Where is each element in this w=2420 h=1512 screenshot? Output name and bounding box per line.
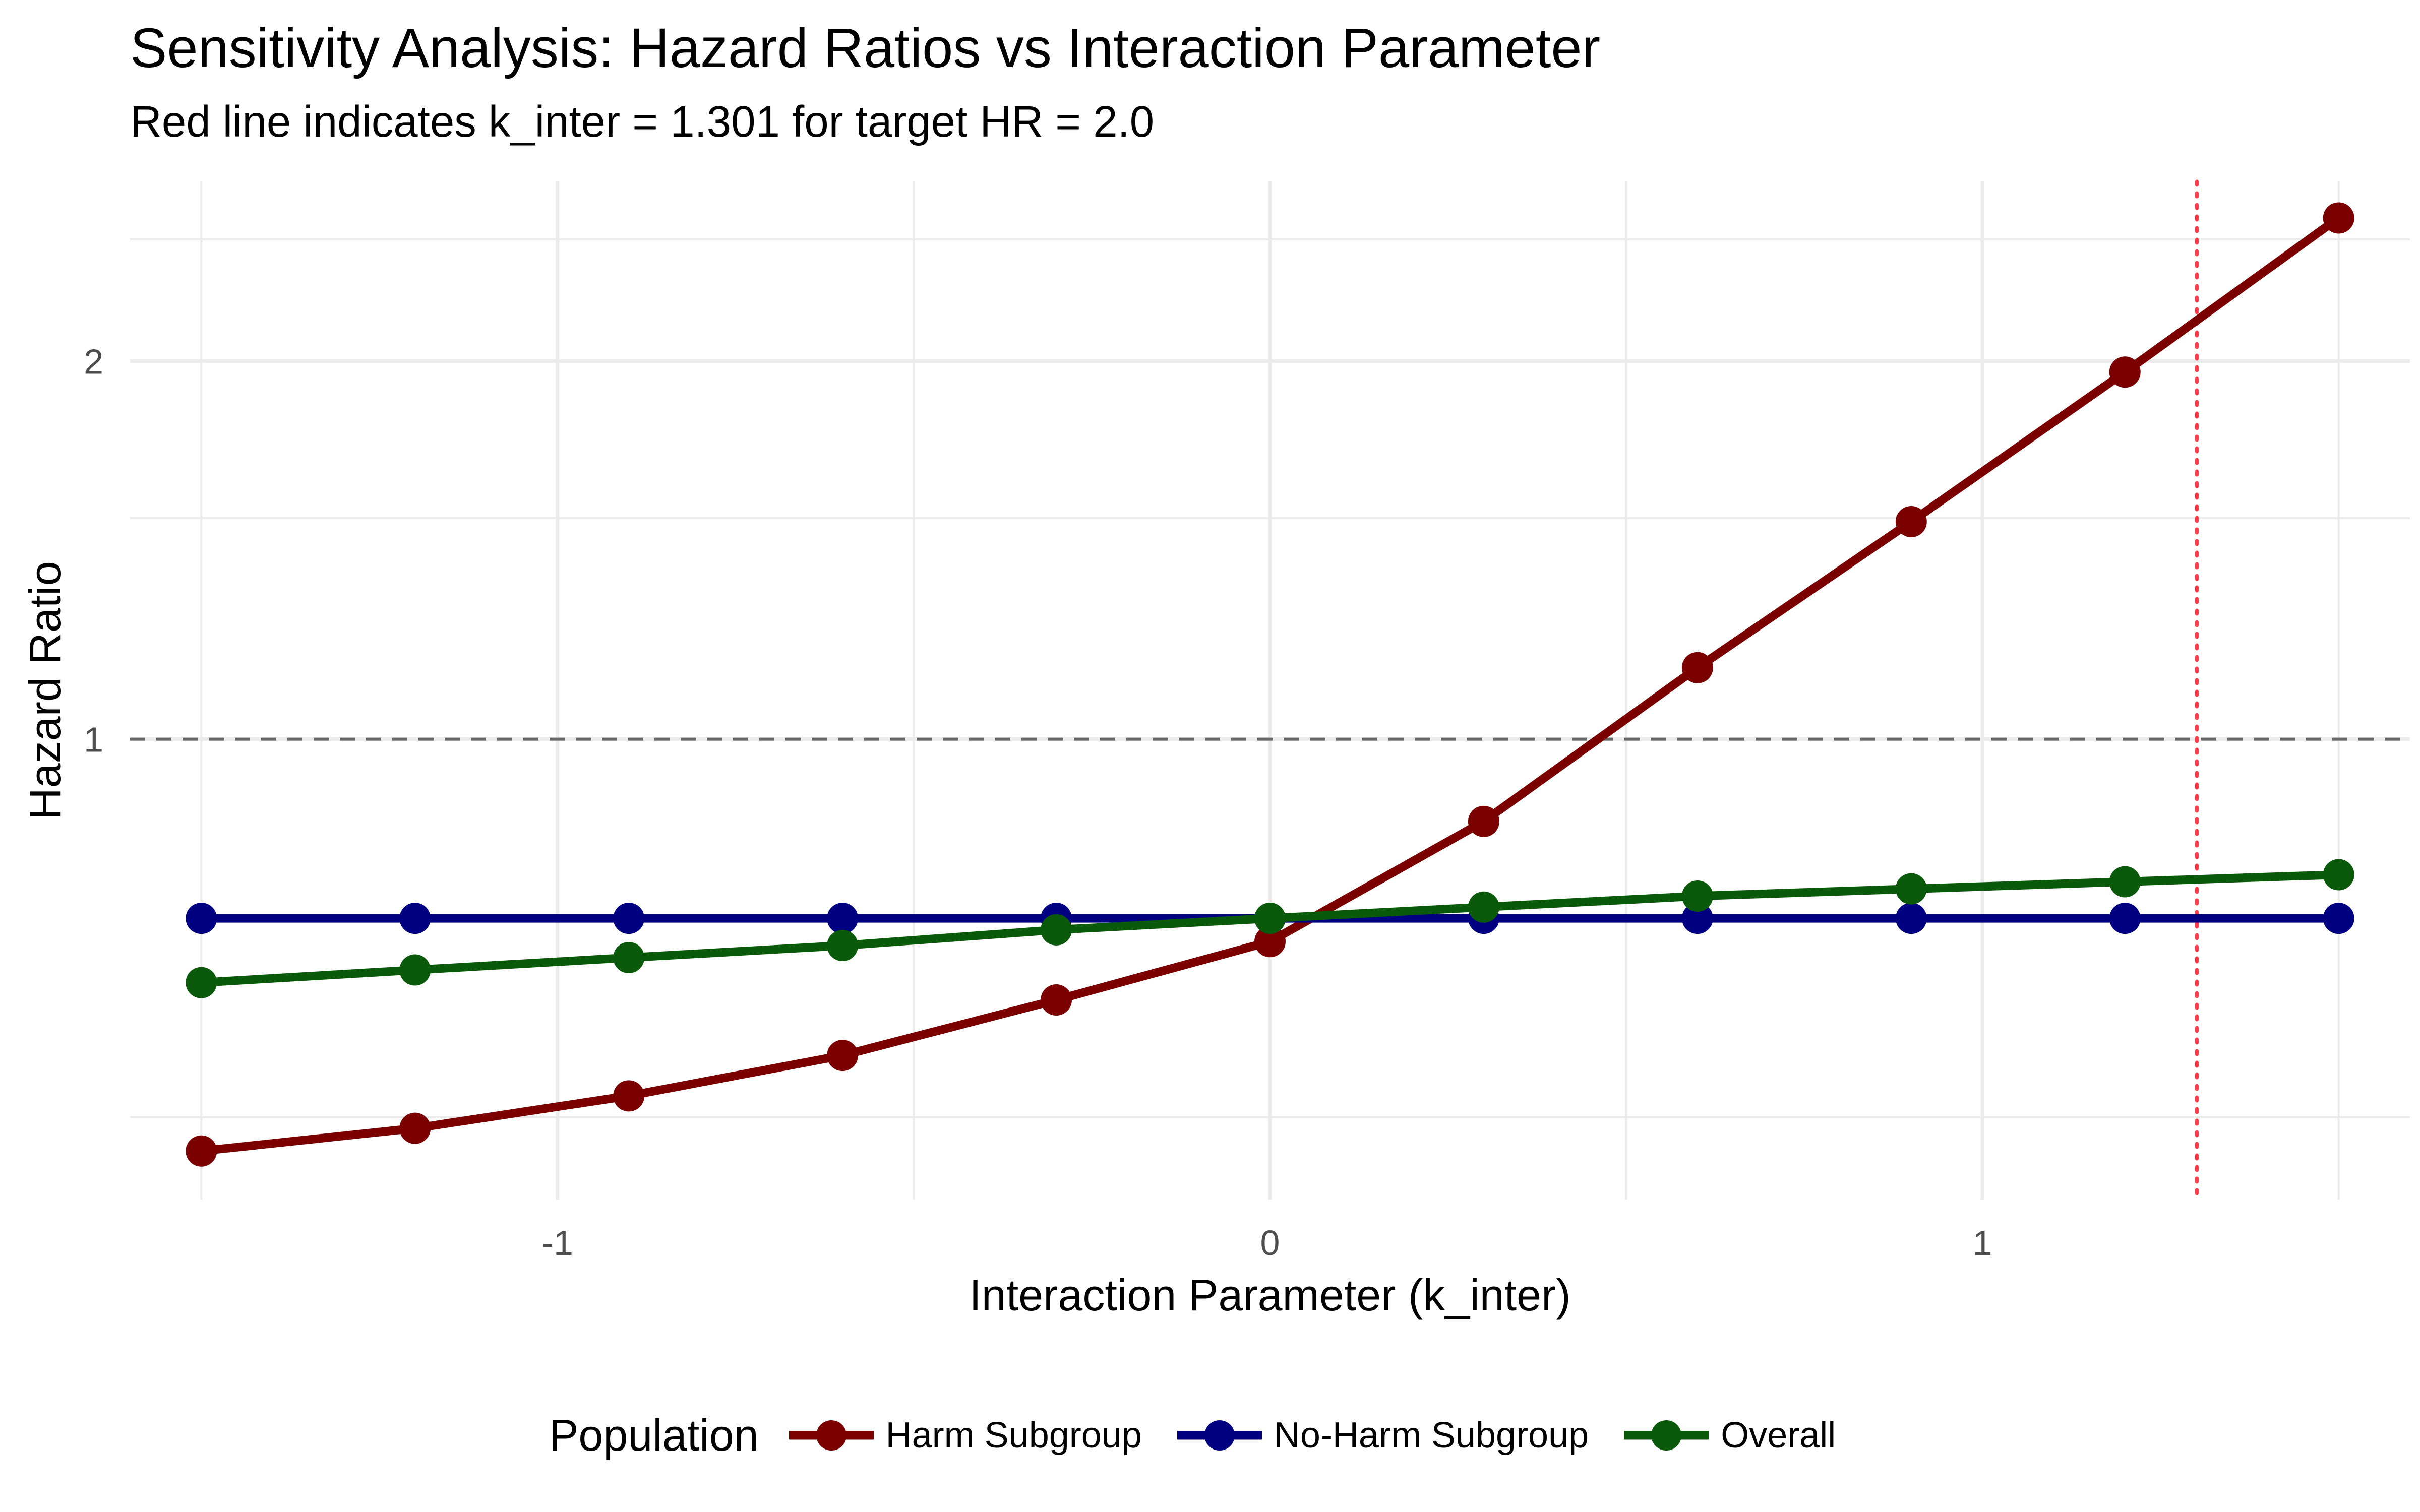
data-point-overall bbox=[2323, 859, 2354, 891]
x-tick-label: 0 bbox=[1260, 1223, 1280, 1263]
legend-item-no-harm-subgroup: No-Harm Subgroup bbox=[1177, 1415, 1589, 1456]
data-point-no-harm-subgroup bbox=[827, 903, 859, 934]
series-points bbox=[186, 202, 2354, 1167]
data-point-no-harm-subgroup bbox=[1681, 903, 1713, 934]
data-point-overall bbox=[1895, 873, 1927, 905]
data-point-harm-subgroup bbox=[1681, 652, 1713, 683]
data-point-harm-subgroup bbox=[1254, 926, 1286, 958]
data-point-overall bbox=[399, 954, 431, 986]
data-point-overall bbox=[1468, 891, 1499, 923]
legend-title: Population bbox=[549, 1410, 759, 1460]
tick-labels: -1 0 1 1 2 bbox=[84, 342, 1992, 1263]
data-point-no-harm-subgroup bbox=[2323, 903, 2354, 934]
legend-label: Harm Subgroup bbox=[885, 1415, 1142, 1456]
data-point-harm-subgroup bbox=[399, 1112, 431, 1144]
chart-subtitle: Red line indicates k_inter = 1.301 for t… bbox=[130, 97, 1155, 146]
data-point-overall bbox=[1681, 880, 1713, 912]
y-tick-label: 2 bbox=[84, 342, 103, 381]
legend-key-overall bbox=[1624, 1420, 1709, 1451]
data-point-no-harm-subgroup bbox=[1895, 903, 1927, 934]
data-point-overall bbox=[1254, 903, 1286, 934]
data-point-harm-subgroup bbox=[1895, 506, 1927, 537]
data-point-no-harm-subgroup bbox=[613, 903, 645, 934]
legend-key-point bbox=[816, 1420, 846, 1451]
data-point-overall bbox=[1041, 914, 1072, 946]
data-point-no-harm-subgroup bbox=[399, 903, 431, 934]
data-point-harm-subgroup bbox=[1468, 805, 1499, 837]
legend-label: Overall bbox=[1721, 1415, 1836, 1456]
x-tick-label: -1 bbox=[542, 1223, 573, 1263]
axis-titles: Interaction Parameter (k_inter) Hazard Ra… bbox=[20, 561, 1571, 1320]
data-point-harm-subgroup bbox=[613, 1080, 645, 1112]
legend: Population Harm Subgroup No-Harm Subgroup… bbox=[0, 1395, 2420, 1476]
y-tick-label: 1 bbox=[84, 720, 103, 760]
reference-lines bbox=[130, 179, 2410, 1202]
legend-item-overall: Overall bbox=[1624, 1415, 1836, 1456]
legend-key-point bbox=[1651, 1420, 1682, 1451]
data-point-harm-subgroup bbox=[827, 1040, 859, 1072]
chart-title: Sensitivity Analysis: Hazard Ratios vs I… bbox=[130, 17, 1601, 79]
data-point-overall bbox=[613, 942, 645, 974]
data-point-overall bbox=[827, 930, 859, 962]
y-axis-title: Hazard Ratio bbox=[20, 561, 70, 820]
data-point-no-harm-subgroup bbox=[2109, 903, 2141, 934]
data-point-harm-subgroup bbox=[1041, 984, 1072, 1016]
data-point-harm-subgroup bbox=[186, 1135, 217, 1167]
x-tick-label: 1 bbox=[1973, 1223, 1992, 1263]
data-point-harm-subgroup bbox=[2109, 356, 2141, 388]
x-axis-title: Interaction Parameter (k_inter) bbox=[969, 1270, 1570, 1320]
legend-label: No-Harm Subgroup bbox=[1274, 1415, 1589, 1456]
legend-key-harm-subgroup bbox=[789, 1420, 874, 1451]
major-gridlines bbox=[130, 181, 2410, 1200]
legend-key-no-harm-subgroup bbox=[1177, 1420, 1262, 1451]
data-point-overall bbox=[2109, 866, 2141, 898]
legend-key-point bbox=[1204, 1420, 1235, 1451]
data-point-overall bbox=[186, 967, 217, 998]
data-point-no-harm-subgroup bbox=[186, 903, 217, 934]
legend-items: Harm Subgroup No-Harm Subgroup Overall bbox=[789, 1415, 1871, 1456]
legend-item-harm-subgroup: Harm Subgroup bbox=[789, 1415, 1142, 1456]
data-point-harm-subgroup bbox=[2323, 202, 2354, 234]
